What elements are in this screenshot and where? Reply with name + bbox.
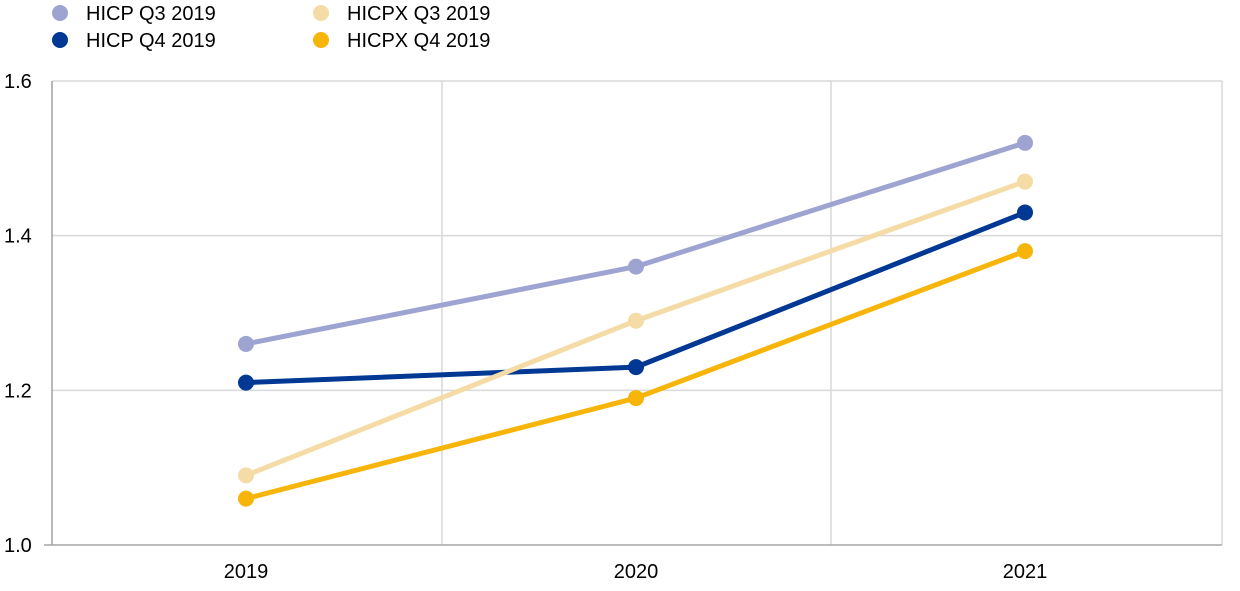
legend-marker: [313, 5, 329, 21]
series-lines: [238, 134, 1033, 507]
y-tick-label: 1.0: [4, 535, 32, 557]
legend-item: HICP Q4 2019: [52, 30, 216, 52]
legend: HICP Q3 2019 HICP Q4 2019 HICPX Q3 2019 HIC…: [52, 3, 490, 52]
data-point: [628, 359, 644, 376]
data-point: [1017, 173, 1033, 190]
tick-labels: 1.0 1.2 1.4 1.6 2019 2020 2021: [4, 71, 1047, 583]
legend-label: HICP Q4 2019: [86, 30, 216, 52]
legend-marker: [52, 5, 68, 21]
data-point: [628, 312, 644, 329]
data-point: [238, 467, 254, 484]
legend-label: HICPX Q4 2019: [347, 30, 490, 52]
gridlines: [51, 80, 1223, 545]
legend-label: HICP Q3 2019: [86, 3, 216, 25]
legend-marker: [52, 32, 68, 48]
legend-label: HICPX Q3 2019: [347, 3, 490, 25]
axes: [44, 81, 1222, 546]
data-point: [238, 374, 254, 391]
series-1: [238, 204, 1033, 391]
data-point: [628, 390, 644, 407]
legend-item: HICPX Q4 2019: [313, 30, 490, 52]
data-point: [238, 490, 254, 507]
x-tick-label: 2020: [614, 561, 659, 583]
series-0: [238, 134, 1033, 352]
x-tick-label: 2019: [224, 561, 269, 583]
data-point: [1017, 204, 1033, 221]
legend-marker: [313, 32, 329, 48]
data-point: [1017, 243, 1033, 260]
y-tick-label: 1.6: [4, 71, 32, 93]
y-tick-label: 1.2: [4, 380, 32, 402]
series-3: [238, 243, 1033, 507]
x-tick-label: 2021: [1003, 561, 1048, 583]
data-point: [628, 258, 644, 275]
y-tick-label: 1.4: [4, 226, 32, 248]
legend-item: HICP Q3 2019: [52, 3, 216, 25]
series-2: [238, 173, 1033, 484]
legend-item: HICPX Q3 2019: [313, 3, 490, 25]
data-point: [1017, 134, 1033, 151]
data-point: [238, 335, 254, 352]
